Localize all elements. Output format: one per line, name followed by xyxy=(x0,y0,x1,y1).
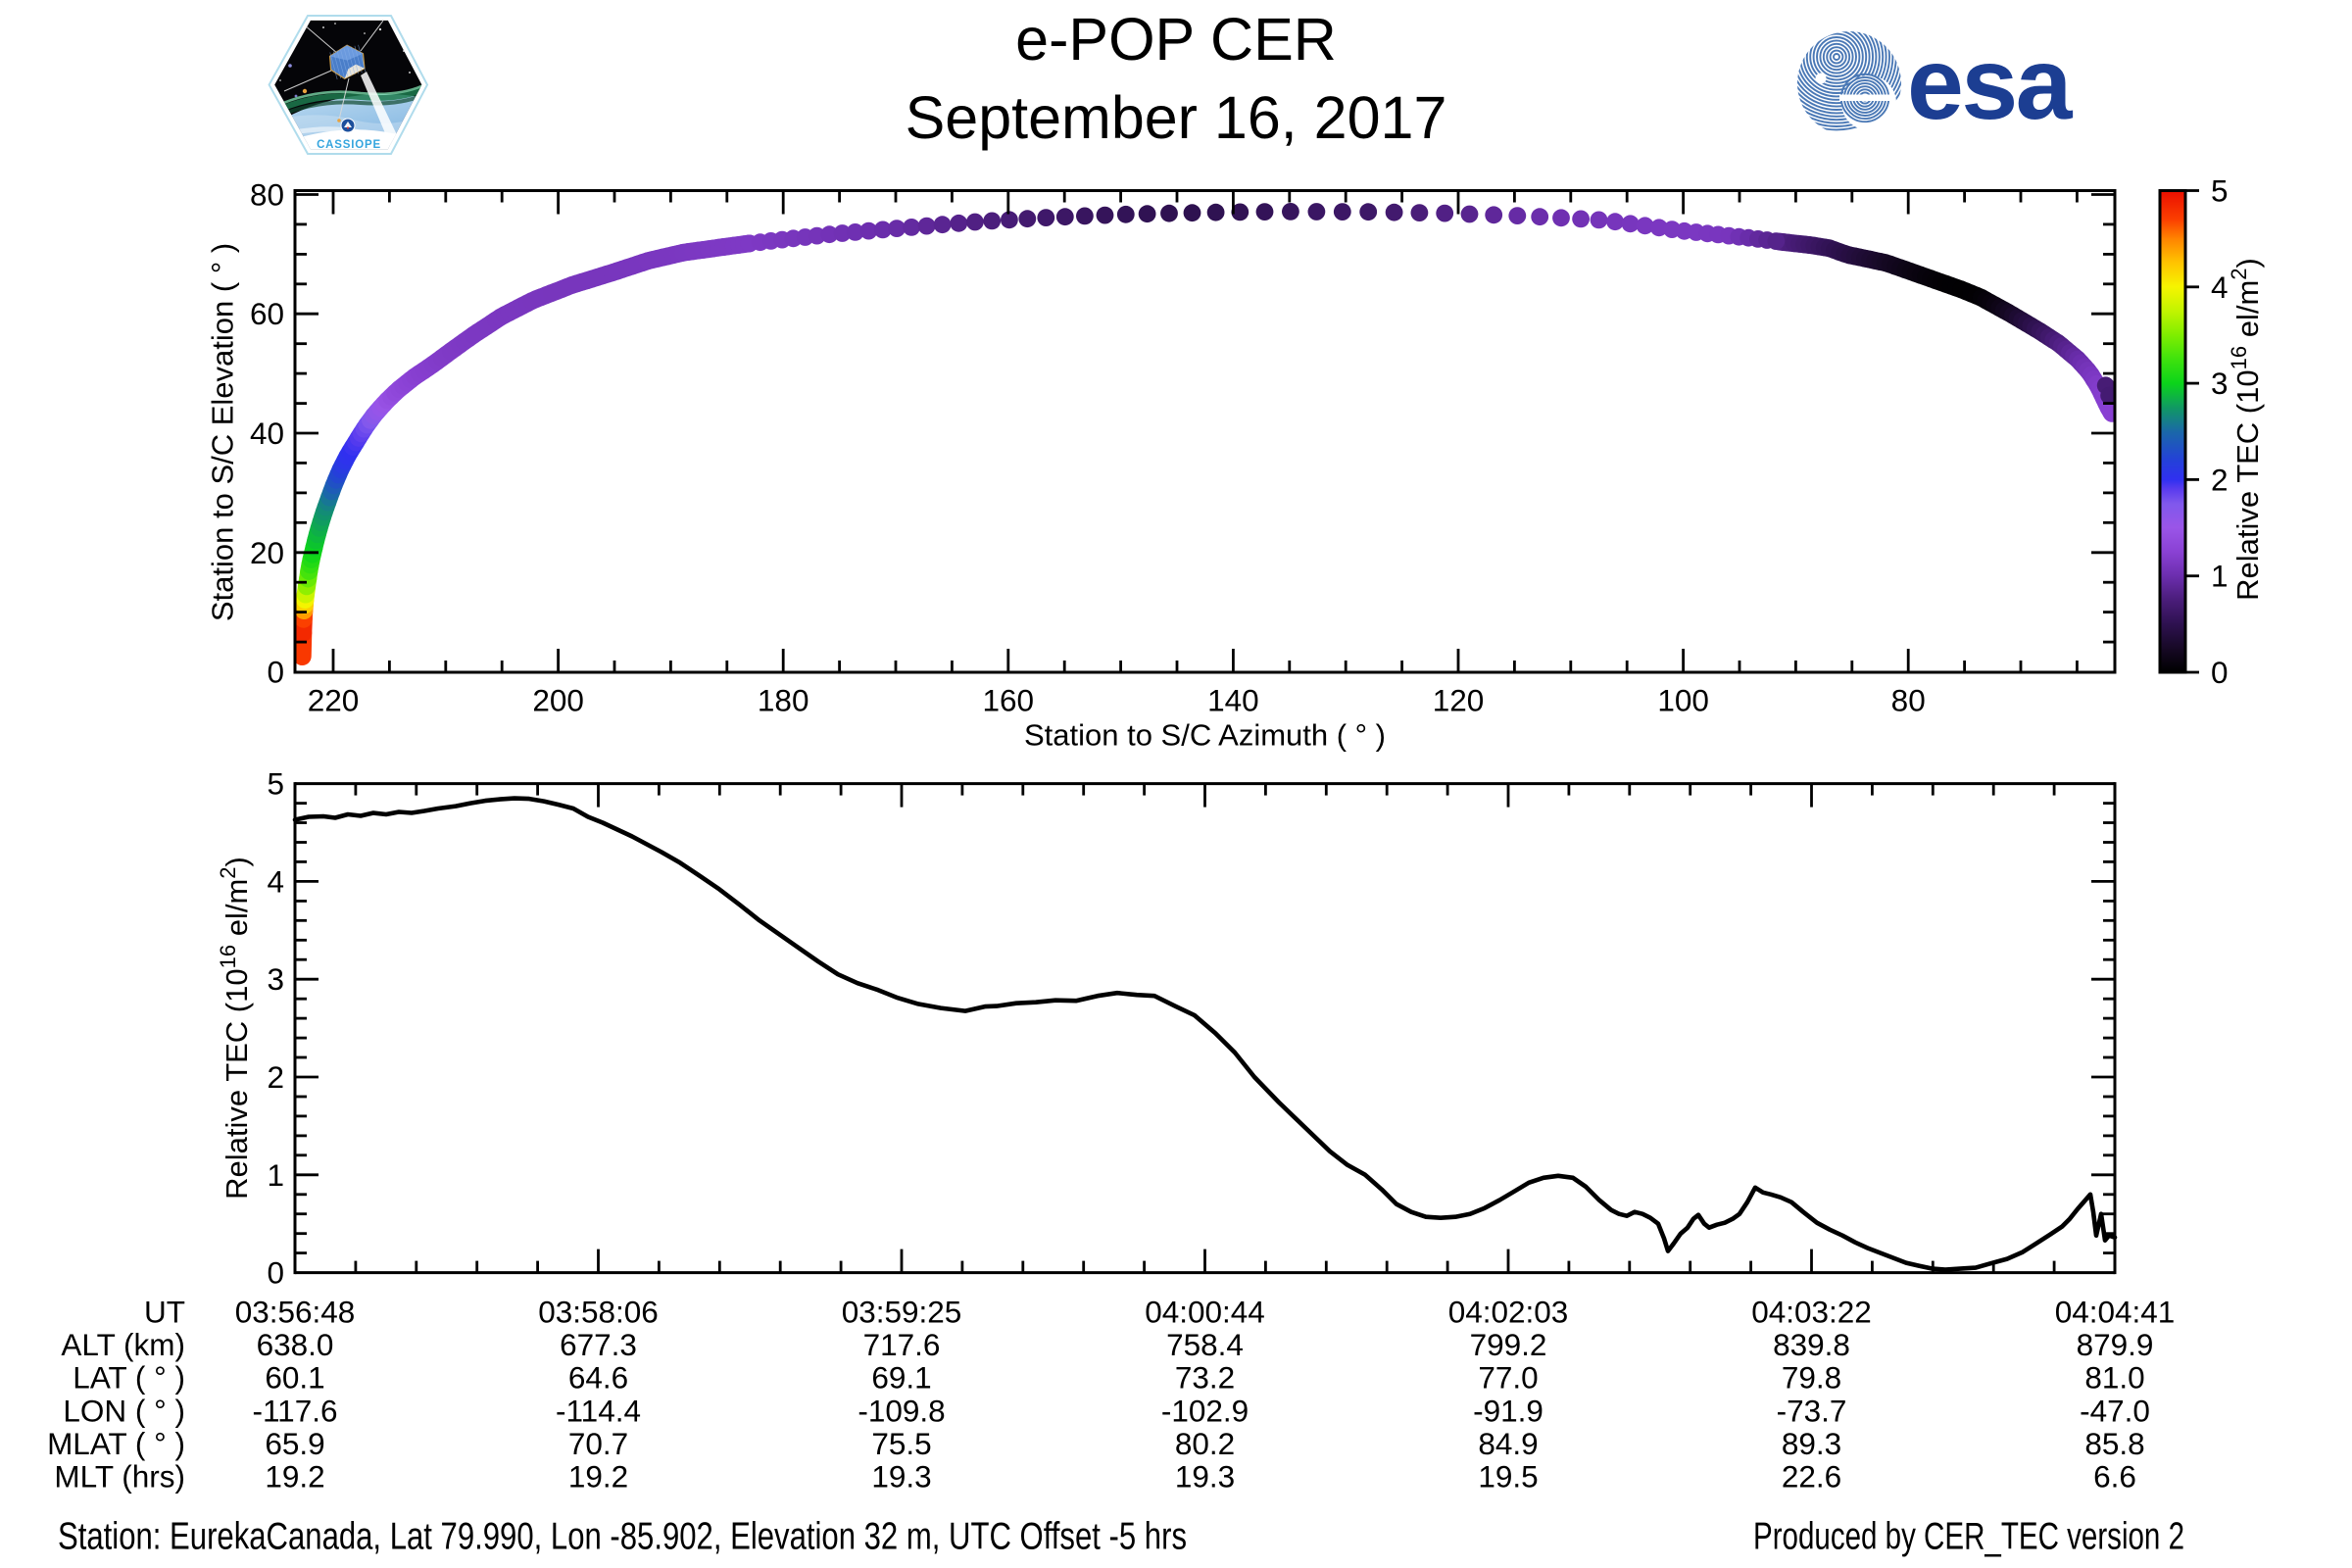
svg-text:100: 100 xyxy=(1657,683,1709,718)
svg-text:e-POP CER: e-POP CER xyxy=(1015,6,1337,73)
svg-text:LON ( ° ): LON ( ° ) xyxy=(63,1393,185,1428)
svg-text:85.8: 85.8 xyxy=(2084,1426,2144,1461)
svg-text:677.3: 677.3 xyxy=(560,1327,637,1362)
svg-text:717.6: 717.6 xyxy=(863,1327,941,1362)
svg-text:LAT ( ° ): LAT ( ° ) xyxy=(73,1360,185,1396)
svg-text:84.9: 84.9 xyxy=(1478,1426,1538,1461)
svg-text:180: 180 xyxy=(758,683,809,718)
svg-text:03:56:48: 03:56:48 xyxy=(235,1295,356,1330)
svg-text:758.4: 758.4 xyxy=(1166,1327,1244,1362)
svg-text:1: 1 xyxy=(267,1157,284,1193)
svg-text:4: 4 xyxy=(267,863,284,899)
svg-text:20: 20 xyxy=(250,535,284,570)
svg-text:89.3: 89.3 xyxy=(1782,1426,1841,1461)
svg-text:220: 220 xyxy=(308,683,360,718)
svg-text:03:59:25: 03:59:25 xyxy=(842,1295,962,1330)
svg-text:Produced by CER_TEC version 2: Produced by CER_TEC version 2 xyxy=(1753,1516,2184,1558)
svg-text:80: 80 xyxy=(1891,683,1926,718)
svg-text:5: 5 xyxy=(267,766,284,802)
svg-text:-109.8: -109.8 xyxy=(858,1393,945,1428)
svg-text:140: 140 xyxy=(1207,683,1259,718)
svg-text:19.2: 19.2 xyxy=(568,1459,628,1494)
svg-text:Station: EurekaCanada, Lat 79.: Station: EurekaCanada, Lat 79.990, Lon -… xyxy=(58,1516,1187,1558)
svg-text:04:02:03: 04:02:03 xyxy=(1448,1295,1569,1330)
svg-text:81.0: 81.0 xyxy=(2084,1360,2144,1396)
svg-text:MLAT ( ° ): MLAT ( ° ) xyxy=(47,1426,185,1461)
svg-text:160: 160 xyxy=(983,683,1035,718)
svg-text:879.9: 879.9 xyxy=(2077,1327,2154,1362)
svg-text:esa: esa xyxy=(1907,27,2074,141)
svg-text:200: 200 xyxy=(532,683,584,718)
svg-text:69.1: 69.1 xyxy=(871,1360,931,1396)
svg-text:64.6: 64.6 xyxy=(568,1360,628,1396)
svg-text:73.2: 73.2 xyxy=(1175,1360,1235,1396)
svg-text:5: 5 xyxy=(2211,173,2229,209)
svg-text:6.6: 6.6 xyxy=(2093,1459,2136,1494)
svg-text:04:04:41: 04:04:41 xyxy=(2055,1295,2176,1330)
svg-text:04:03:22: 04:03:22 xyxy=(1751,1295,1872,1330)
svg-text:CASSIOPE: CASSIOPE xyxy=(317,139,381,151)
svg-text:19.3: 19.3 xyxy=(1175,1459,1235,1494)
svg-text:0: 0 xyxy=(267,1255,284,1291)
svg-text:Station to S/C Azimuth ( ° ): Station to S/C Azimuth ( ° ) xyxy=(1024,718,1386,753)
svg-text:80.2: 80.2 xyxy=(1175,1426,1235,1461)
svg-text:MLT (hrs): MLT (hrs) xyxy=(54,1459,185,1494)
svg-text:638.0: 638.0 xyxy=(257,1327,334,1362)
svg-text:19.3: 19.3 xyxy=(871,1459,931,1494)
svg-text:ALT (km): ALT (km) xyxy=(61,1327,185,1362)
svg-text:60: 60 xyxy=(250,296,284,331)
svg-text:-73.7: -73.7 xyxy=(1777,1393,1847,1428)
svg-text:60.1: 60.1 xyxy=(265,1360,324,1396)
svg-text:3: 3 xyxy=(2211,366,2229,401)
svg-text:77.0: 77.0 xyxy=(1478,1360,1538,1396)
svg-text:03:58:06: 03:58:06 xyxy=(538,1295,659,1330)
svg-text:-47.0: -47.0 xyxy=(2080,1393,2150,1428)
svg-text:19.2: 19.2 xyxy=(265,1459,324,1494)
svg-text:120: 120 xyxy=(1433,683,1485,718)
svg-text:-102.9: -102.9 xyxy=(1161,1393,1249,1428)
svg-text:0: 0 xyxy=(2211,655,2229,690)
svg-text:40: 40 xyxy=(250,416,284,451)
svg-text:2: 2 xyxy=(267,1059,284,1095)
svg-text:Relative TEC (1016 el/m2): Relative TEC (1016 el/m2) xyxy=(216,857,254,1200)
svg-text:75.5: 75.5 xyxy=(871,1426,931,1461)
svg-text:-114.4: -114.4 xyxy=(556,1393,641,1428)
svg-text:1: 1 xyxy=(2211,559,2229,594)
svg-text:04:00:44: 04:00:44 xyxy=(1145,1295,1265,1330)
svg-text:3: 3 xyxy=(267,961,284,997)
svg-text:-117.6: -117.6 xyxy=(253,1393,338,1428)
svg-text:4: 4 xyxy=(2211,270,2229,305)
svg-text:839.8: 839.8 xyxy=(1773,1327,1850,1362)
svg-text:0: 0 xyxy=(267,655,284,690)
svg-text:Station to S/C Elevation ( ° ): Station to S/C Elevation ( ° ) xyxy=(206,243,240,621)
svg-text:70.7: 70.7 xyxy=(568,1426,628,1461)
svg-text:19.5: 19.5 xyxy=(1478,1459,1538,1494)
svg-text:September 16, 2017: September 16, 2017 xyxy=(906,84,1447,151)
svg-text:22.6: 22.6 xyxy=(1782,1459,1841,1494)
svg-text:79.8: 79.8 xyxy=(1782,1360,1841,1396)
svg-text:-91.9: -91.9 xyxy=(1473,1393,1544,1428)
svg-text:799.2: 799.2 xyxy=(1470,1327,1547,1362)
svg-text:UT: UT xyxy=(144,1295,185,1330)
svg-text:Relative TEC (1016 el/m2): Relative TEC (1016 el/m2) xyxy=(2227,258,2265,601)
svg-text:65.9: 65.9 xyxy=(265,1426,324,1461)
svg-text:2: 2 xyxy=(2211,462,2229,497)
svg-text:80: 80 xyxy=(250,177,284,213)
